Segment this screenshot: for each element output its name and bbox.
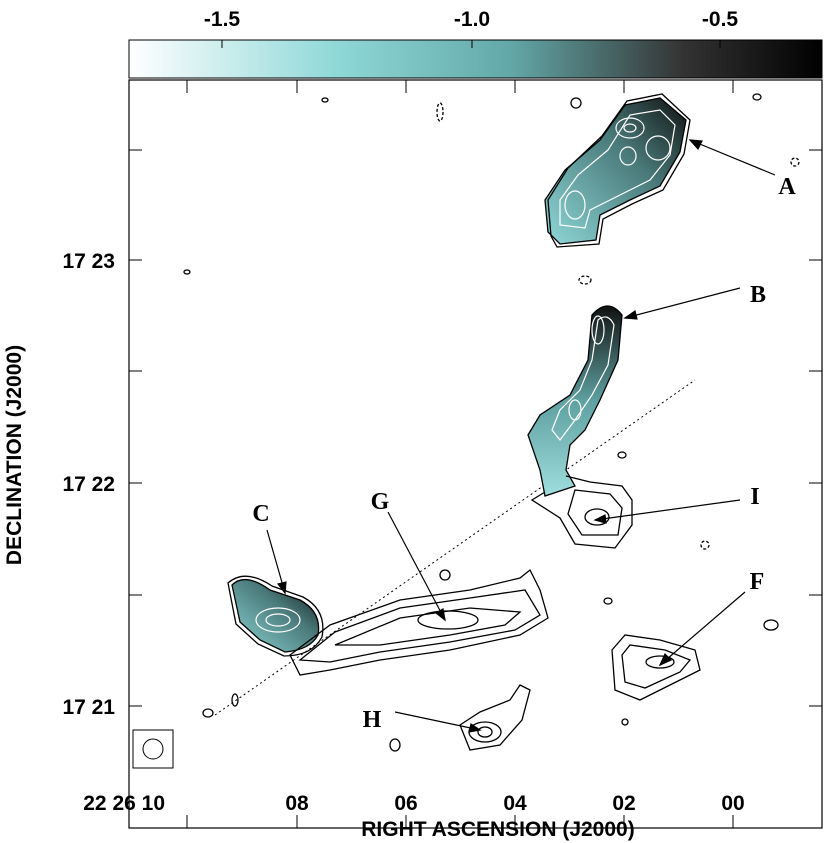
source-label: F bbox=[750, 569, 765, 595]
source-g-contours bbox=[289, 568, 549, 676]
x-tick-label: 06 bbox=[394, 792, 417, 815]
source-label: I bbox=[750, 484, 759, 510]
colorbar-ticks bbox=[221, 40, 721, 48]
colorbar-label: -0.5 bbox=[702, 8, 739, 31]
y-tick-label: 17 23 bbox=[62, 250, 115, 273]
x-tick-label: 04 bbox=[503, 792, 527, 815]
colorbar-label: -1.0 bbox=[454, 8, 490, 31]
colorbar bbox=[128, 39, 823, 79]
frame-ticks bbox=[129, 80, 822, 828]
arrows bbox=[266, 139, 776, 733]
x-tick-label: 22 26 10 bbox=[83, 792, 165, 815]
source-b-contours bbox=[527, 305, 633, 549]
source-f-contours bbox=[611, 634, 701, 701]
y-tick-label: 17 22 bbox=[62, 473, 115, 496]
source-label: H bbox=[363, 707, 382, 733]
source-a-contours bbox=[544, 93, 691, 248]
x-axis-label: RIGHT ASCENSION (J2000) bbox=[361, 818, 634, 841]
colorbar-label: -1.5 bbox=[204, 8, 241, 31]
y-axis-label: DECLINATION (J2000) bbox=[3, 345, 26, 565]
source-label: C bbox=[252, 501, 269, 527]
noise-contours bbox=[183, 93, 800, 752]
source-label: G bbox=[371, 489, 390, 515]
source-label: B bbox=[750, 282, 766, 308]
x-tick-label: 08 bbox=[285, 792, 309, 815]
source-c-contours bbox=[227, 575, 324, 657]
x-tick-label: 02 bbox=[612, 792, 635, 815]
beam-box bbox=[132, 729, 174, 769]
y-tick-label: 17 21 bbox=[62, 696, 115, 719]
source-label: A bbox=[778, 174, 796, 200]
plot-frame bbox=[128, 79, 823, 829]
beam bbox=[142, 738, 164, 760]
x-tick-label: 00 bbox=[721, 792, 744, 815]
